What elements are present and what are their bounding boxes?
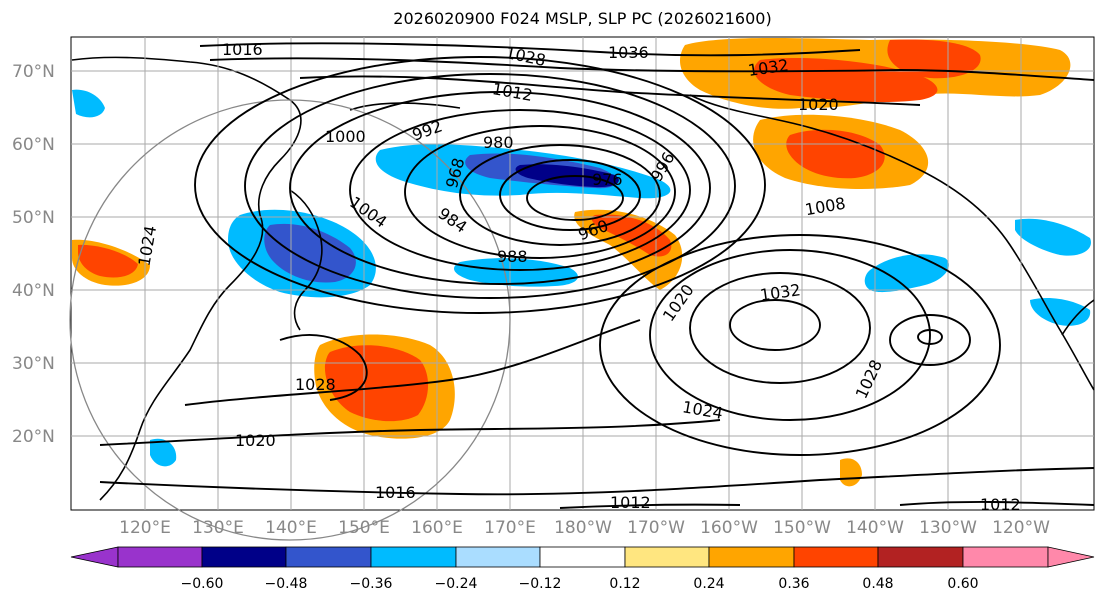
chart-title: 2026020900 F024 MSLP, SLP PC (2026021600… [393,9,772,28]
lon-label: 160°E [411,518,463,538]
colorbar-tick-label: −0.12 [518,576,562,592]
isobar-label: 1016 [222,40,263,59]
lon-label: 150°E [338,518,390,538]
colorbar-bin [877,546,964,568]
isobar-label: 976 [592,170,623,189]
colorbar-bin [793,546,879,568]
isobar-label: 1012 [980,495,1021,514]
graticule [71,37,1094,510]
colorbar-bin [370,546,457,568]
lon-label: 130°E [192,518,244,538]
isobar-label: 988 [497,247,528,266]
colorbar-extend-high [1047,546,1095,568]
isobar-label: 1016 [375,483,416,502]
colorbar-tick-label: 0.12 [609,576,641,592]
lon-label: 170°W [627,518,685,538]
colorbar-tick-label: −0.24 [434,576,478,592]
colorbar-bin [455,546,541,568]
lon-label: 160°W [700,518,758,538]
colorbar-bin [201,546,287,568]
lon-label: 170°E [484,518,536,538]
isobar-label: 1028 [295,375,336,394]
range-circle [69,99,511,541]
lon-label: 140°W [846,518,904,538]
isobar-label: 1020 [798,95,839,114]
lat-label: 30°N [12,354,55,374]
colorbar-tick-label: 0.36 [778,576,810,592]
lat-label: 20°N [12,427,55,447]
colorbar-bin [539,546,626,568]
isobar-label: 980 [483,133,514,152]
lon-label: 120°E [119,518,171,538]
isobar-label: 1036 [608,43,649,62]
colorbar-bin [285,546,372,568]
lat-label: 40°N [12,281,55,301]
colorbar-bin [117,546,203,568]
lon-label: 130°W [919,518,977,538]
isobar-label: 1012 [610,493,651,512]
lon-label: 120°W [992,518,1050,538]
colorbar-extend-low [70,546,119,568]
lat-label: 50°N [12,208,55,228]
colorbar-tick-label: −0.48 [264,576,308,592]
isobar-label: 1000 [325,127,366,146]
isobars [99,42,1095,509]
colorbar-bin [708,546,795,568]
lon-label: 140°E [265,518,317,538]
lon-label: 150°W [773,518,831,538]
isobar-label: 1020 [235,431,276,450]
colorbar-bin [962,546,1049,568]
colorbar-tick-label: −0.36 [349,576,393,592]
lat-label: 70°N [12,62,55,82]
lon-label: 180°W [554,518,612,538]
colorbar-tick-label: 0.60 [947,576,979,592]
colorbar-tick-label: −0.60 [180,576,224,592]
colorbar-tick-label: 0.48 [862,576,894,592]
colorbar-tick-label: 0.24 [693,576,725,592]
colorbar-bin [624,546,710,568]
colorbar [70,546,1095,568]
lat-label: 60°N [12,135,55,155]
